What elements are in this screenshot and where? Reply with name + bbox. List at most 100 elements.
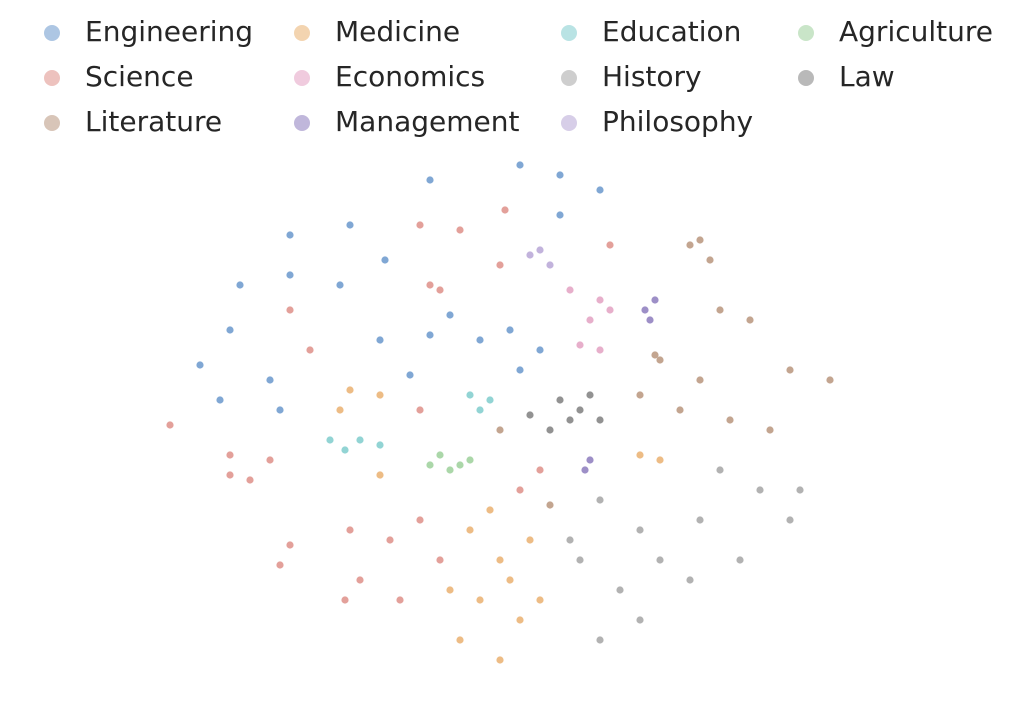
point <box>436 451 444 459</box>
point <box>616 586 624 594</box>
point <box>526 411 534 419</box>
point <box>581 466 589 474</box>
point <box>446 586 454 594</box>
point <box>446 466 454 474</box>
point <box>496 426 504 434</box>
point <box>726 416 734 424</box>
point <box>341 596 349 604</box>
point <box>436 286 444 294</box>
point <box>536 466 544 474</box>
point <box>346 386 354 394</box>
legend-marker <box>561 115 577 131</box>
point <box>686 241 694 249</box>
legend-label: Management <box>335 105 519 138</box>
legend-label: Education <box>602 15 741 48</box>
point <box>596 636 604 644</box>
point <box>466 526 474 534</box>
point <box>306 346 314 354</box>
point <box>406 371 414 379</box>
point <box>346 526 354 534</box>
legend-label: Agriculture <box>839 15 993 48</box>
point <box>226 471 234 479</box>
point <box>386 536 394 544</box>
point <box>536 346 544 354</box>
point <box>746 316 754 324</box>
point <box>546 426 554 434</box>
legend-marker <box>798 25 814 41</box>
point <box>606 306 614 314</box>
point <box>736 556 744 564</box>
point <box>596 416 604 424</box>
point <box>426 331 434 339</box>
point <box>466 456 474 464</box>
point <box>286 541 294 549</box>
point <box>716 466 724 474</box>
point <box>196 361 204 369</box>
point <box>641 306 649 314</box>
point <box>416 516 424 524</box>
point <box>586 316 594 324</box>
point <box>796 486 804 494</box>
point <box>696 376 704 384</box>
point <box>506 326 514 334</box>
point <box>766 426 774 434</box>
point <box>236 281 244 289</box>
point <box>516 161 524 169</box>
point <box>636 451 644 459</box>
point <box>696 236 704 244</box>
point <box>426 281 434 289</box>
point <box>486 396 494 404</box>
point <box>646 316 654 324</box>
point <box>356 576 364 584</box>
point <box>286 306 294 314</box>
point <box>651 351 659 359</box>
point <box>651 296 659 304</box>
legend-label: Science <box>85 60 194 93</box>
point <box>656 556 664 564</box>
point <box>636 616 644 624</box>
point <box>246 476 254 484</box>
legend-marker <box>44 115 60 131</box>
point <box>696 516 704 524</box>
point <box>596 496 604 504</box>
point <box>226 326 234 334</box>
point <box>536 246 544 254</box>
point <box>216 396 224 404</box>
legend-marker <box>561 25 577 41</box>
point <box>426 176 434 184</box>
point <box>516 366 524 374</box>
point <box>496 656 504 664</box>
point <box>426 461 434 469</box>
point <box>636 391 644 399</box>
point <box>686 576 694 584</box>
point <box>786 516 794 524</box>
point <box>356 436 364 444</box>
point <box>436 556 444 564</box>
point <box>226 451 234 459</box>
point <box>536 596 544 604</box>
point <box>346 221 354 229</box>
point <box>546 501 554 509</box>
point <box>576 406 584 414</box>
point <box>336 406 344 414</box>
legend-label: Philosophy <box>602 105 753 138</box>
point <box>826 376 834 384</box>
legend-label: Engineering <box>85 15 253 48</box>
point <box>166 421 174 429</box>
legend-label: Law <box>839 60 895 93</box>
point <box>596 346 604 354</box>
point <box>326 436 334 444</box>
point <box>456 461 464 469</box>
point <box>266 376 274 384</box>
point <box>476 406 484 414</box>
point <box>276 561 284 569</box>
point <box>526 536 534 544</box>
point <box>656 356 664 364</box>
point <box>476 596 484 604</box>
point <box>456 226 464 234</box>
point <box>486 506 494 514</box>
point <box>556 396 564 404</box>
point <box>396 596 404 604</box>
point <box>506 576 514 584</box>
